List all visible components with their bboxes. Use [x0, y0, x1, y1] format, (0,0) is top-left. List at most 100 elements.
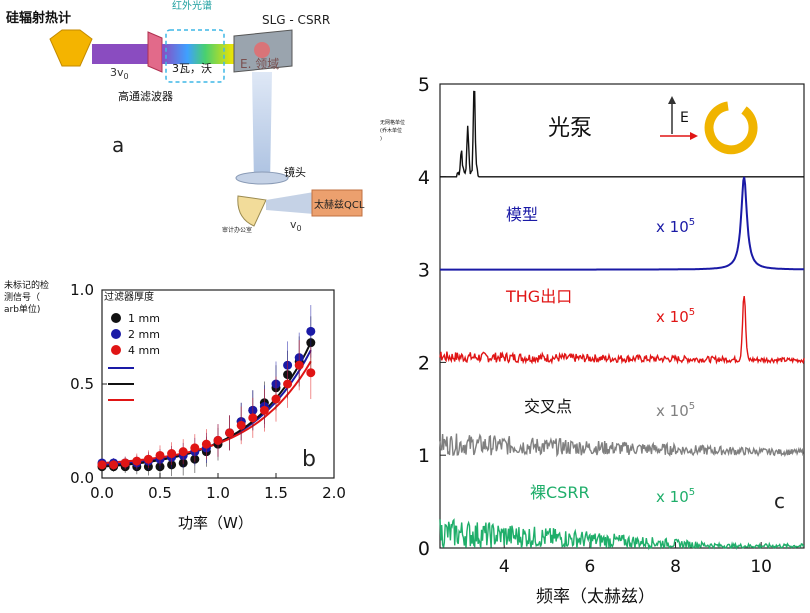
scale-crosspoint: x 105	[656, 401, 695, 420]
scale-thg: x 105	[656, 307, 695, 326]
panel-b-xlabel: 功率（W）	[178, 514, 253, 532]
y-tick-label: 3	[418, 260, 430, 282]
panel-c-ticks: 4 6 8 10 0 1 2 3 4 5	[418, 74, 772, 577]
parabolic-mirror-icon	[237, 195, 267, 227]
y-tick-label: 1.0	[70, 281, 94, 299]
spectrum-trace	[439, 433, 804, 458]
panel-c-frame	[439, 83, 805, 549]
x-tick-label: 1.0	[206, 484, 230, 502]
office-label: 审计办公室	[222, 226, 252, 234]
filter-icon	[147, 31, 163, 73]
panel-b-points	[97, 305, 316, 477]
panel-b: 未标记的检 测信号（ arb单位) 0.0 0.5 1.0 1.5 2.0 0.0 0.5 1…	[4, 279, 346, 532]
data-point	[109, 460, 119, 470]
data-point	[201, 439, 211, 449]
panel-b-ylabel-1: 未标记的检	[4, 279, 49, 291]
bolometer-hexagon-icon	[49, 29, 93, 67]
spectrum-trace	[439, 518, 805, 551]
panel-a-letter: a	[112, 133, 124, 157]
qcl-label: 太赫兹QCL	[314, 198, 365, 211]
panel-c-traces	[439, 90, 805, 551]
x-tick-label: 4	[499, 557, 510, 577]
y-tick-label: 0.5	[70, 375, 94, 393]
spectrum-trace	[439, 295, 805, 365]
harmonic-label: 3v0	[110, 66, 129, 81]
e-field-spot	[254, 42, 270, 58]
e-field-arrowhead-icon	[668, 96, 676, 104]
data-point	[271, 394, 281, 404]
data-point	[294, 360, 304, 370]
panel-c: 无网格单位 (乔木单位 ) 4 6 8 10 0 1 2 3 4 5 光泵 模型 THG出口 交叉…	[380, 74, 805, 607]
silicon-bolometer-label: 硅辐射热计	[6, 10, 71, 26]
high-pass-filter-label: 高通滤波器	[118, 89, 173, 103]
data-point	[213, 435, 223, 445]
panel-b-ylabel-3: arb单位)	[4, 303, 40, 315]
trace-label-model: 模型	[506, 205, 538, 224]
scale-model: x 105	[656, 217, 695, 236]
panel-c-letter: c	[774, 489, 785, 513]
panel-c-xlabel: 频率（太赫兹）	[536, 587, 655, 607]
panel-b-ylabel-2: 测信号（	[4, 291, 40, 303]
data-point	[225, 428, 235, 438]
legend-title: 过滤器厚度	[104, 290, 154, 303]
panel-b-letter: b	[302, 447, 316, 472]
panel-c-ylabel-1: 无网格单位	[380, 119, 405, 126]
scale-bare-csrr: x 105	[656, 487, 695, 506]
x-tick-label: 10	[750, 557, 772, 577]
panel-c-ylabel-2: (乔木单位	[380, 127, 402, 134]
data-point	[190, 443, 200, 453]
legend-marker-2mm	[111, 329, 121, 339]
y-tick-label: 0	[418, 538, 430, 560]
data-point	[132, 456, 142, 466]
x-tick-label: 6	[584, 557, 595, 577]
power-label: 3瓦，沃	[172, 62, 212, 75]
data-point	[283, 379, 293, 389]
polarization-arrowhead-icon	[690, 132, 698, 140]
e-field-label: E. 领域	[240, 57, 279, 71]
ir-spectrum-label: 红外光谱	[172, 0, 212, 12]
lens-label: 镜头	[284, 165, 306, 179]
legend-marker-1mm	[111, 313, 121, 323]
y-tick-label: 0.0	[70, 469, 94, 487]
trace-label-thg: THG出口	[505, 287, 572, 306]
purple-beam	[92, 44, 150, 64]
x-tick-label: 0.0	[90, 484, 114, 502]
data-point	[259, 405, 269, 415]
y-tick-label: 5	[418, 74, 430, 96]
ir-spectrum-box	[165, 29, 225, 83]
data-point	[155, 450, 165, 460]
legend-label-4mm: 4 mm	[128, 344, 160, 357]
trace-label-optical-pump: 光泵	[548, 116, 592, 141]
data-point	[178, 447, 188, 457]
y-tick-label: 1	[418, 445, 430, 467]
data-point	[97, 460, 107, 470]
spectrum-trace	[440, 176, 804, 271]
y-tick-label: 2	[418, 352, 430, 374]
y-tick-label: 4	[418, 167, 430, 189]
lens-beam	[252, 72, 272, 184]
x-tick-label: 2.0	[322, 484, 346, 502]
slg-csrr-label: SLG - CSRR	[262, 13, 330, 27]
split-ring-resonator-icon	[704, 101, 758, 155]
trace-label-bare-csrr: 裸CSRR	[530, 483, 590, 502]
data-point	[143, 454, 153, 464]
qcl-block-icon	[311, 189, 363, 217]
panel-a: 硅辐射热计 红外光谱 SLG - CSRR 3瓦，沃 E. 领	[6, 0, 365, 234]
x-tick-label: 0.5	[148, 484, 172, 502]
legend-label-2mm: 2 mm	[128, 328, 160, 341]
data-point	[306, 368, 316, 378]
trace-label-crosspoint: 交叉点	[524, 397, 572, 416]
v0-label: v0	[290, 218, 302, 233]
data-point	[236, 420, 246, 430]
legend-marker-4mm	[111, 345, 121, 355]
data-point	[306, 326, 316, 336]
e-field-letter: E	[680, 110, 689, 126]
data-point	[120, 458, 130, 468]
spectrum-beam	[162, 44, 234, 64]
data-point	[248, 413, 258, 423]
lens-icon	[235, 171, 289, 185]
panel-b-ticks: 0.0 0.5 1.0 1.5 2.0 0.0 0.5 1.0	[70, 281, 346, 502]
x-tick-label: 8	[670, 557, 681, 577]
data-point	[167, 449, 177, 459]
